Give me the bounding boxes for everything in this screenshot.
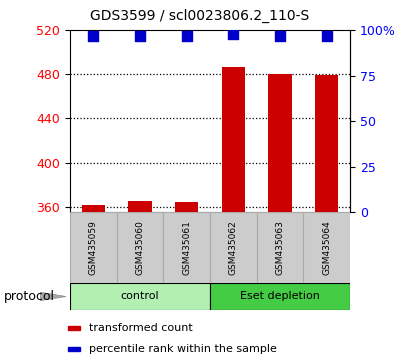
Bar [268,74,292,212]
Bar [315,75,338,212]
Polygon shape [40,292,66,301]
Bar [117,212,163,283]
Point [277,33,283,38]
Text: transformed count: transformed count [89,323,193,333]
Bar [68,326,80,330]
Text: percentile rank within the sample: percentile rank within the sample [89,344,277,354]
Point [230,31,236,36]
Text: GSM435059: GSM435059 [89,220,98,275]
Text: GSM435060: GSM435060 [136,220,144,275]
Point [137,33,143,38]
Bar [70,212,117,283]
Text: control: control [121,291,159,302]
Text: GSM435061: GSM435061 [182,220,191,275]
Text: protocol: protocol [4,290,55,303]
Bar [128,201,152,212]
Text: GSM435062: GSM435062 [229,221,238,275]
Text: Eset depletion: Eset depletion [240,291,320,302]
Text: GDS3599 / scl0023806.2_110-S: GDS3599 / scl0023806.2_110-S [90,9,310,23]
Point [184,33,190,38]
Bar [68,347,80,350]
Text: GSM435064: GSM435064 [322,221,331,275]
Bar [210,283,350,310]
Bar [82,205,105,212]
Bar [222,67,245,212]
Point [324,33,330,38]
Bar [257,212,303,283]
Bar [163,212,210,283]
Bar [210,212,257,283]
Bar [70,283,210,310]
Text: GSM435063: GSM435063 [276,220,284,275]
Bar [303,212,350,283]
Bar [175,202,198,212]
Point [90,33,96,38]
